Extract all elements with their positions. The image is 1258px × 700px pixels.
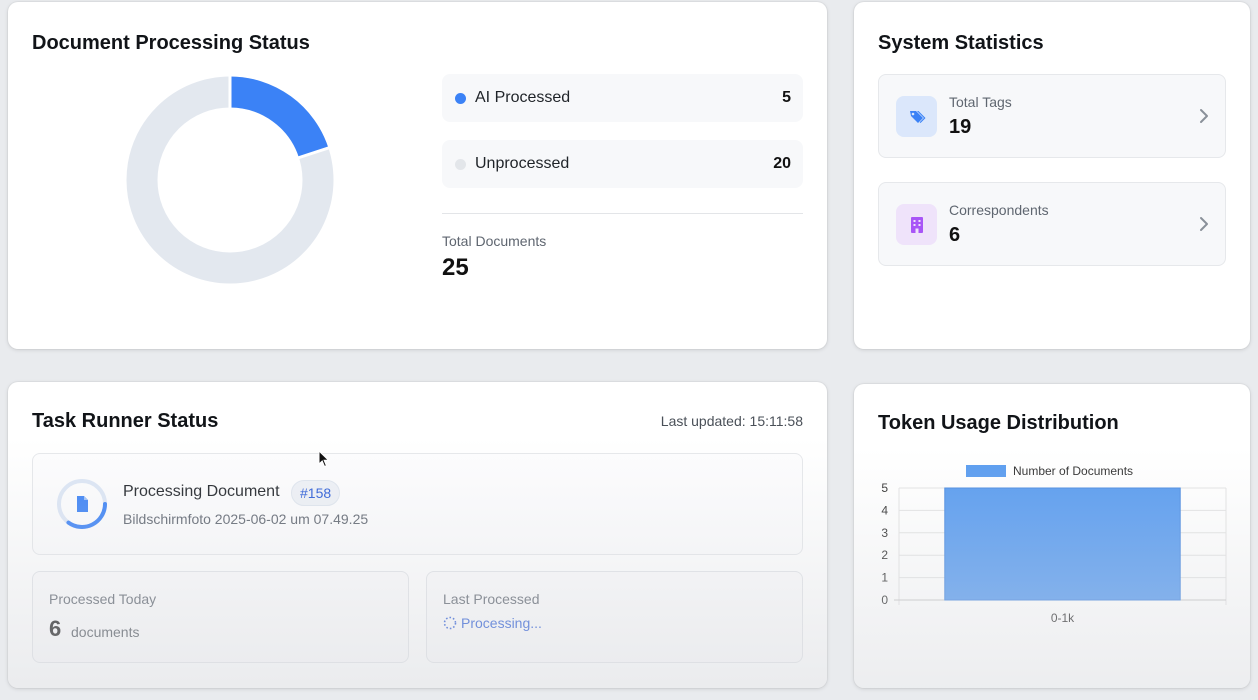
current-task-panel: Processing Document #158 Bildschirmfoto … [32, 453, 803, 555]
bar [944, 487, 1181, 601]
stat-correspondents[interactable]: Correspondents 6 [878, 182, 1226, 266]
last-updated-text: Last updated: 15:11:58 [660, 413, 803, 429]
stat-value: 19 [949, 116, 972, 138]
task-title: Processing Document [123, 483, 280, 500]
legend-value: 5 [782, 89, 791, 106]
donut-chart [126, 76, 334, 284]
document-processing-card: Document Processing Status AI Processed … [8, 2, 827, 349]
chevron-right-icon [1200, 109, 1208, 123]
spinner-icon [443, 616, 457, 630]
tags-icon [896, 96, 937, 137]
legend-value: 20 [773, 155, 791, 172]
legend-label: Unprocessed [475, 155, 570, 172]
x-tick-label: 0-1k [1051, 611, 1075, 625]
y-tick-label: 0 [881, 593, 888, 607]
mouse-cursor-icon [318, 450, 330, 468]
task-runner-card: Task Runner Status Last updated: 15:11:5… [8, 382, 827, 688]
legend-dot-icon [455, 93, 466, 104]
y-tick-label: 4 [881, 503, 888, 517]
divider [442, 213, 803, 214]
progress-ring [57, 479, 107, 529]
legend-dot-icon [455, 159, 466, 170]
donut-ai-segment [229, 76, 329, 159]
token-usage-card: Token Usage Distribution Number of Docum… [854, 384, 1250, 688]
processed-today-unit: documents [71, 624, 140, 640]
document-id-badge[interactable]: #158 [291, 480, 341, 506]
legend-ai-processed[interactable]: AI Processed 5 [442, 74, 803, 122]
y-tick-label: 1 [881, 571, 888, 585]
document-icon [77, 496, 88, 512]
y-tick-label: 2 [881, 548, 888, 562]
stat-total-tags[interactable]: Total Tags 19 [878, 74, 1226, 158]
legend-label: Number of Documents [1013, 464, 1133, 478]
y-tick-label: 5 [881, 481, 888, 495]
stat-label: Correspondents [949, 202, 1049, 218]
last-processed-label: Last Processed [443, 591, 540, 607]
processed-today-value: 6 [49, 616, 62, 641]
building-icon [896, 204, 937, 245]
card-title: System Statistics [878, 32, 1044, 54]
stat-value: 6 [949, 224, 961, 246]
chevron-right-icon [1200, 217, 1208, 231]
last-processed-panel: Last Processed Processing... [426, 571, 803, 663]
token-usage-chart: Number of Documents 0 1 2 3 4 5 0-1k [881, 464, 1227, 625]
total-documents-value: 25 [442, 254, 469, 281]
donut-separator [298, 146, 330, 160]
legend-label: AI Processed [475, 89, 571, 106]
legend-swatch [966, 465, 1006, 477]
progress-ring-arc [66, 502, 107, 529]
card-title: Document Processing Status [32, 32, 310, 54]
document-filename: Bildschirmfoto 2025-06-02 um 07.49.25 [123, 511, 369, 527]
card-title: Token Usage Distribution [878, 412, 1119, 434]
y-tick-label: 3 [881, 526, 888, 540]
card-title: Task Runner Status [32, 410, 219, 432]
system-statistics-card: System Statistics Total Tags 19 [854, 2, 1250, 349]
processed-today-label: Processed Today [49, 591, 157, 607]
legend-unprocessed[interactable]: Unprocessed 20 [442, 140, 803, 188]
stat-label: Total Tags [949, 94, 1012, 110]
total-documents-label: Total Documents [442, 233, 547, 249]
last-processed-status: Processing... [461, 615, 542, 631]
processed-today-panel: Processed Today 6 documents [32, 571, 409, 663]
